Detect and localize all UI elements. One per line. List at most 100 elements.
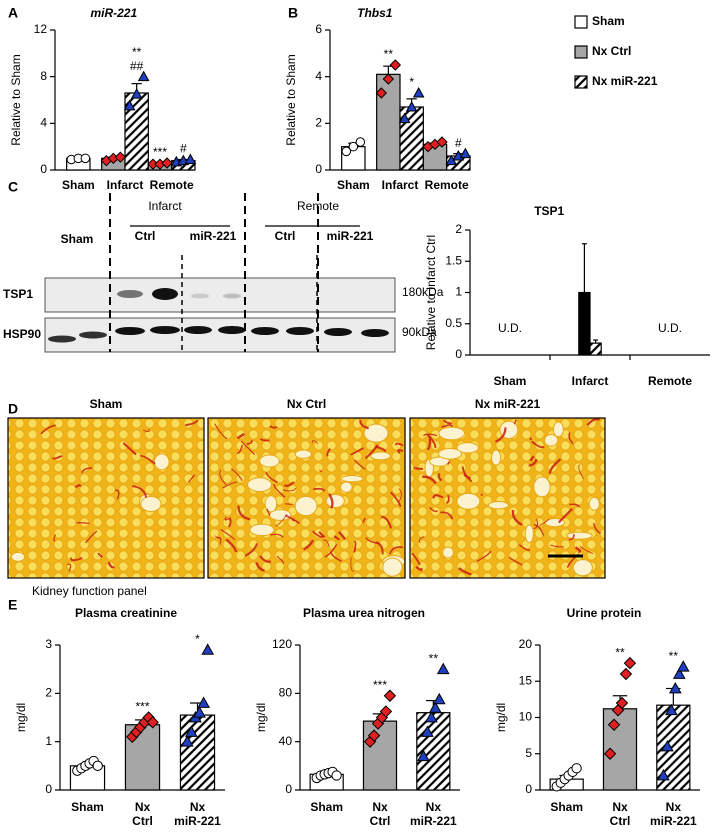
y-axis-label: mg/dl [494, 703, 508, 732]
fibrosis [362, 517, 367, 523]
panel-label: D [8, 401, 18, 417]
lane-dividers [109, 193, 319, 352]
image-label: Nx miR-221 [475, 397, 541, 411]
fibrosis [244, 543, 258, 557]
lumen [264, 495, 278, 513]
significance: *** [153, 145, 167, 159]
significance: * [409, 75, 414, 89]
legend-label: Sham [592, 14, 625, 28]
significance: * [195, 632, 200, 646]
point [623, 656, 637, 670]
lumen [588, 496, 600, 511]
fibrosis [240, 440, 256, 456]
fibrosis [259, 555, 272, 563]
chart-title: Urine protein [567, 606, 642, 620]
blot-bands [48, 288, 389, 343]
fibrosis [312, 530, 325, 538]
y-tick-label: 80 [279, 686, 293, 700]
panel-label: B [288, 5, 298, 21]
fibrosis [494, 427, 507, 443]
fibrosis [81, 467, 93, 474]
fibrosis [188, 474, 196, 483]
x-tick-label: Sham [71, 800, 104, 814]
fibrosis [513, 419, 517, 425]
fibrosis [538, 518, 550, 527]
fibrosis [219, 469, 227, 486]
point [130, 88, 143, 99]
significance: ** [669, 649, 679, 663]
y-tick-label: 120 [272, 637, 292, 651]
significance: ** [429, 651, 439, 665]
bar [416, 712, 451, 791]
y-tick-label: 8 [40, 69, 47, 83]
row-label: TSP1 [3, 287, 33, 301]
fibrosis [568, 432, 574, 445]
significance: *** [135, 700, 149, 714]
fibrosis [350, 447, 365, 456]
point [375, 87, 388, 99]
image-tissue [410, 418, 605, 578]
section-heading: Kidney function panel [32, 584, 147, 598]
y-tick-label: 0 [285, 782, 292, 796]
fibrosis [375, 445, 387, 453]
fibrosis [284, 514, 300, 525]
lumen [140, 496, 162, 512]
point [331, 770, 342, 781]
fibrosis [381, 515, 393, 529]
fibrosis [364, 444, 379, 460]
significance: *** [373, 678, 387, 692]
fibrosis [237, 505, 251, 521]
lumen [490, 449, 502, 466]
y-tick-label: 0 [525, 782, 532, 796]
x-tick-label: Sham [310, 800, 343, 814]
legend-swatch [574, 45, 588, 59]
fibrosis [225, 538, 238, 553]
fibrosis [418, 536, 425, 543]
lumen [340, 475, 364, 483]
panel-label: C [8, 179, 18, 195]
fibrosis [214, 423, 228, 439]
point [193, 706, 206, 718]
fibrosis [236, 444, 244, 454]
bar [362, 720, 398, 791]
fibrosis [329, 551, 342, 562]
fibrosis [283, 481, 295, 488]
point [436, 136, 448, 148]
point [417, 749, 430, 762]
y-axis-label: Relative to Sham [284, 54, 298, 145]
y-tick-label: 1.5 [445, 253, 462, 267]
bar [589, 342, 602, 356]
lane-label: Ctrl [275, 229, 296, 243]
y-tick-label: 40 [279, 734, 293, 748]
y-tick-label: 2 [455, 222, 462, 236]
point [383, 689, 397, 702]
fibrosis [326, 448, 332, 457]
x-tick-label: Nx [372, 800, 388, 814]
x-tick-label: Nx [666, 800, 682, 814]
fibrosis [432, 494, 444, 499]
bar [578, 291, 591, 356]
image-frame [207, 417, 406, 579]
legend-label: Nx miR-221 [592, 74, 658, 88]
fibrosis [426, 433, 437, 449]
fibrosis [426, 436, 432, 451]
point [341, 146, 352, 157]
lumen [325, 493, 345, 509]
image-frame [7, 417, 205, 579]
fibrosis [76, 522, 90, 525]
fibrosis [265, 472, 278, 484]
x-tick-label: Infarct [382, 178, 419, 192]
fibrosis [533, 518, 539, 530]
lumen [438, 426, 466, 441]
lumen [552, 421, 564, 438]
chart-title: Thbs1 [357, 6, 393, 20]
point [672, 667, 686, 679]
point [367, 729, 381, 742]
image-label: Nx Ctrl [287, 397, 326, 411]
fibrosis [353, 459, 366, 470]
lumen [294, 449, 312, 459]
image-tissue [8, 418, 204, 578]
point [571, 763, 582, 774]
fibrosis [319, 469, 323, 473]
point [428, 701, 442, 713]
